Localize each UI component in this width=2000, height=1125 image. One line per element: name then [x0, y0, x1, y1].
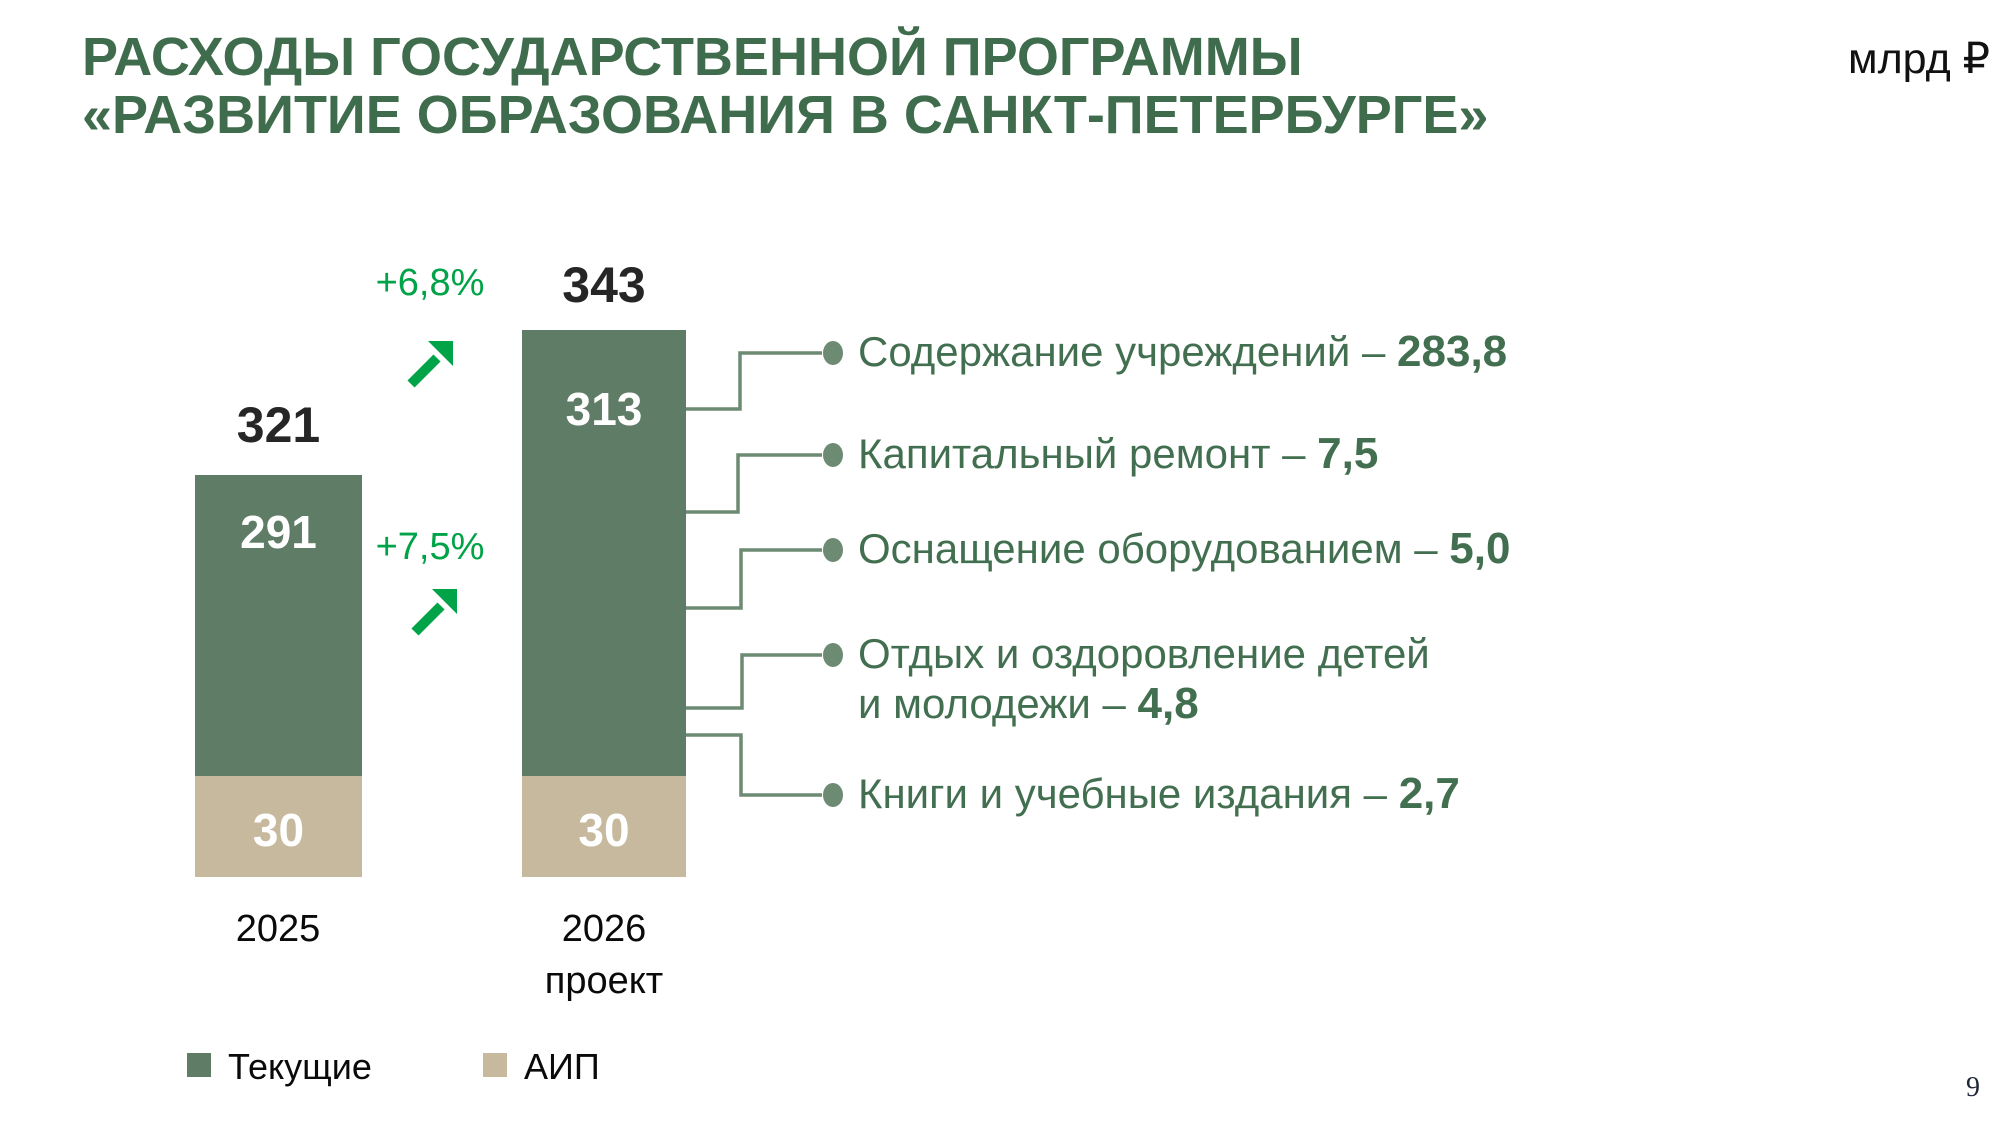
callout-value: 7,5 [1317, 429, 1379, 478]
callout-item: Капитальный ремонт – 7,5 [858, 429, 1378, 479]
growth-arrow-up-icon [407, 341, 453, 388]
callout-item: Оснащение оборудованием – 5,0 [858, 524, 1510, 574]
callout-label: Книги и учебные издания – [858, 770, 1399, 817]
bar-2026-total-label: 343 [562, 257, 646, 313]
page-title: РАСХОДЫ ГОСУДАРСТВЕННОЙ ПРОГРАММЫ «РАЗВИ… [82, 28, 1582, 144]
bar-2025-aip-value: 30 [252, 804, 305, 856]
bar-2025-aip-segment: 30 [195, 776, 362, 877]
callout-label: Капитальный ремонт – [858, 430, 1318, 477]
page-title-line2: «РАЗВИТИЕ ОБРАЗОВАНИЯ В САНКТ-ПЕТЕРБУРГЕ… [82, 85, 1489, 145]
callout-connector-line [686, 653, 822, 710]
bar-2026-year-label: 2026 проект [504, 903, 704, 1007]
callout-connector-line [686, 351, 822, 411]
callout-label: Оснащение оборудованием – [858, 525, 1450, 572]
arrow-shaft [407, 354, 441, 388]
bar-2026-year-line2: проект [544, 960, 664, 1002]
legend-label-aip: АИП [524, 1046, 600, 1087]
callout-value: 4,8 [1137, 679, 1199, 728]
callout-bullet-icon [823, 783, 843, 807]
callout-bullet-icon [823, 341, 843, 365]
bar-2026-current-value: 313 [565, 383, 643, 435]
arrow-head [432, 589, 457, 614]
page-number: 9 [1966, 1072, 1980, 1103]
bar-2026-aip-value: 30 [578, 804, 630, 856]
callout-connector-line [686, 733, 822, 797]
callout-item: Книги и учебные издания – 2,7 [858, 769, 1460, 819]
legend-swatch-aip [483, 1053, 507, 1077]
bar-2026-current-segment: 313 [522, 330, 686, 776]
legend-label-current: Текущие [228, 1046, 372, 1087]
callout-value: 283,8 [1397, 327, 1508, 376]
bar-2026-aip-segment: 30 [522, 776, 686, 877]
bar-2025-year-label: 2025 [235, 908, 321, 950]
callout-label: Содержание учреждений – [858, 328, 1398, 375]
bar-2025-current-segment: 291 [195, 475, 362, 776]
callout-item: Отдых и оздоровление детей и молодежи – … [858, 629, 1430, 729]
callout-bullet-icon [823, 538, 843, 562]
callout-label-line1: Отдых и оздоровление детей [858, 630, 1430, 677]
callout-value: 2,7 [1398, 769, 1460, 818]
arrow-head [428, 341, 453, 366]
unit-label: млрд ₽ [1848, 35, 1990, 83]
growth-total-percent-label: +6,8% [375, 262, 485, 304]
growth-arrow-up-icon [411, 589, 457, 636]
callout-label-line2: и молодежи – [858, 680, 1138, 727]
callout-value: 5,0 [1449, 524, 1511, 573]
bar-2025-total-label: 321 [236, 397, 321, 453]
bar-2026-year-line1: 2026 [561, 908, 647, 950]
legend-swatch-current [187, 1053, 211, 1077]
bar-2025-current-value: 291 [240, 506, 317, 558]
page-title-line1: РАСХОДЫ ГОСУДАРСТВЕННОЙ ПРОГРАММЫ [82, 27, 1303, 87]
callout-bullet-icon [823, 643, 843, 667]
callout-connector-line [686, 453, 822, 514]
callout-connector-line [686, 548, 822, 610]
callout-item: Содержание учреждений – 283,8 [858, 327, 1507, 377]
growth-current-percent-label: +7,5% [375, 526, 485, 568]
callout-bullet-icon [823, 443, 843, 467]
arrow-shaft [411, 602, 445, 636]
